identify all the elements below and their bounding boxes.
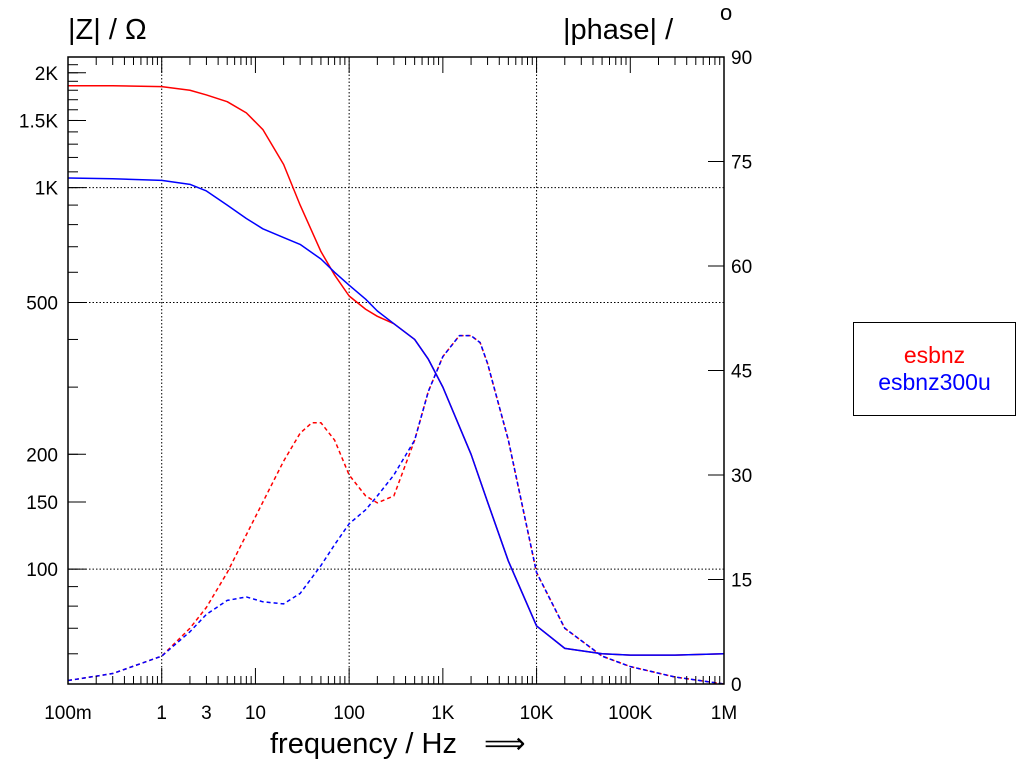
y-right-tick-label-0: 0 [731, 675, 742, 696]
x-tick-label-1k: 1K [431, 703, 455, 724]
plot-frame [67, 56, 725, 685]
y-left-axis-label: |Z| / Ω [68, 14, 147, 46]
y-left-tick-label-500: 500 [26, 293, 58, 314]
y-right-tick-label-15: 15 [731, 571, 752, 592]
legend: esbnz esbnz300u [853, 322, 1016, 416]
x-tick-label-100k: 100K [608, 703, 653, 724]
y-left-tick-label-200: 200 [26, 445, 58, 466]
y-left-tick-label-100: 100 [26, 560, 58, 581]
series-esbnz-phase-line [67, 334, 725, 685]
x-axis-label: frequency / Hz [270, 728, 457, 760]
y-right-tick-label-90: 90 [731, 48, 752, 69]
grid-layer [68, 57, 724, 684]
y-left-tick-label-1k: 1K [35, 179, 59, 200]
x-tick-label-1: 1 [156, 703, 167, 724]
series-esbnz300u-magnitude-line [67, 177, 725, 656]
y-left-tick-label-1.5k: 1.5K [19, 111, 58, 132]
legend-item-esbnz: esbnz [903, 342, 966, 368]
x-tick-label-3: 3 [201, 703, 212, 724]
y-left-tick-label-150: 150 [26, 493, 58, 514]
x-tick-label-10: 10 [245, 703, 266, 724]
series-esbnz-magnitude-line [68, 84, 725, 656]
x-tick-label-1m: 1M [711, 703, 737, 724]
y-left-tick-label-2k: 2K [35, 64, 59, 85]
y-right-axis-label: |phase| / [563, 14, 674, 46]
series-layer [67, 84, 725, 685]
labels-layer: |Z| / Ω |phase| / o frequency / Hz ⟹ 100… [19, 0, 752, 760]
y-right-axis-degree-mark: o [720, 0, 732, 25]
legend-item-esbnz300u: esbnz300u [878, 369, 991, 395]
x-tick-label-10k: 10K [520, 703, 554, 724]
y-right-tick-label-60: 60 [731, 257, 752, 278]
ticks-layer [67, 56, 725, 685]
x-axis-arrow: ⟹ [484, 728, 526, 760]
y-right-tick-label-30: 30 [731, 466, 752, 487]
y-right-tick-label-45: 45 [731, 362, 752, 383]
series-esbnz300u-phase-line [67, 334, 725, 685]
y-right-tick-label-75: 75 [731, 153, 752, 174]
x-tick-label-100: 100 [333, 703, 365, 724]
x-tick-label-100m: 100m [44, 703, 92, 724]
